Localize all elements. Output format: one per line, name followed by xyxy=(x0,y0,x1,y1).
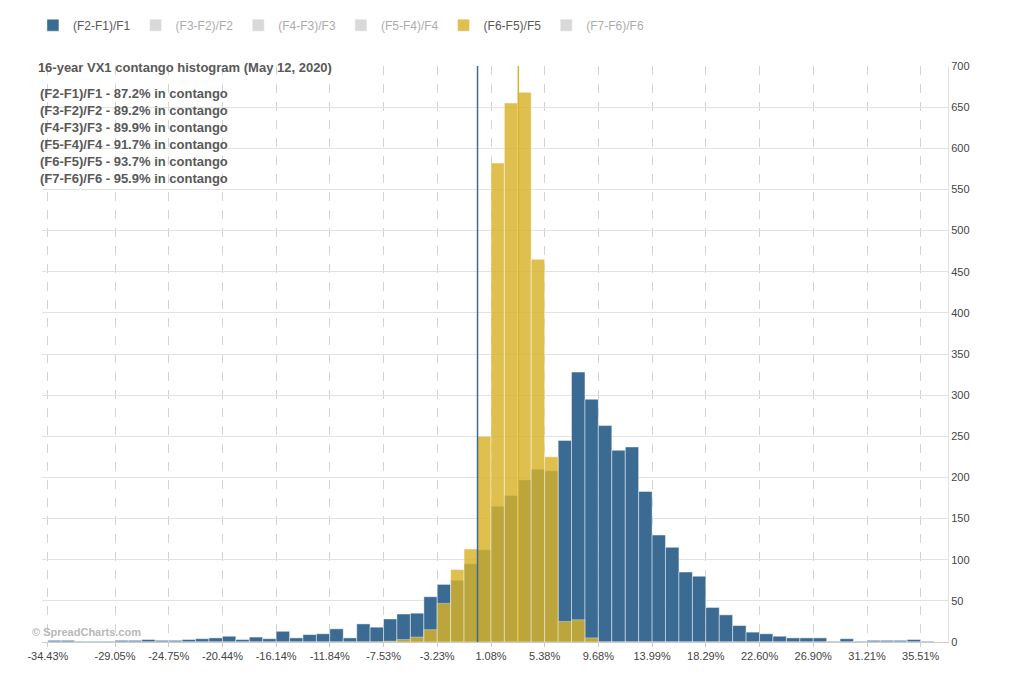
svg-text:(F7-F6)/F6: (F7-F6)/F6 xyxy=(586,19,644,33)
svg-text:31.21%: 31.21% xyxy=(848,650,886,662)
svg-text:(F2-F1)/F1 - 87.2% in contango: (F2-F1)/F1 - 87.2% in contango(F3-F2)/F2… xyxy=(40,86,228,186)
svg-text:9.68%: 9.68% xyxy=(583,650,614,662)
svg-text:450: 450 xyxy=(951,266,969,278)
svg-text:500: 500 xyxy=(951,224,969,236)
svg-text:5.38%: 5.38% xyxy=(529,650,560,662)
svg-text:250: 250 xyxy=(951,430,969,442)
svg-text:© SpreadCharts.com: © SpreadCharts.com xyxy=(32,626,141,638)
svg-text:150: 150 xyxy=(951,512,969,524)
svg-text:18.29%: 18.29% xyxy=(687,650,725,662)
svg-text:-20.44%: -20.44% xyxy=(202,650,243,662)
svg-text:(F2-F1)/F1: (F2-F1)/F1 xyxy=(73,19,131,33)
svg-text:(F3-F2)/F2: (F3-F2)/F2 xyxy=(176,19,234,33)
svg-text:-34.43%: -34.43% xyxy=(27,650,68,662)
svg-text:300: 300 xyxy=(951,389,969,401)
svg-text:-3.23%: -3.23% xyxy=(420,650,455,662)
svg-text:200: 200 xyxy=(951,471,969,483)
svg-text:-7.53%: -7.53% xyxy=(366,650,401,662)
svg-text:400: 400 xyxy=(951,307,969,319)
svg-text:1.08%: 1.08% xyxy=(475,650,506,662)
svg-text:650: 650 xyxy=(951,101,969,113)
svg-text:22.60%: 22.60% xyxy=(741,650,779,662)
svg-text:100: 100 xyxy=(951,554,969,566)
svg-text:-24.75%: -24.75% xyxy=(148,650,189,662)
svg-text:(F6-F5)/F5: (F6-F5)/F5 xyxy=(484,19,542,33)
svg-text:(F5-F4)/F4: (F5-F4)/F4 xyxy=(381,19,439,33)
svg-text:0: 0 xyxy=(951,636,957,648)
svg-text:550: 550 xyxy=(951,183,969,195)
svg-text:(F4-F3)/F3: (F4-F3)/F3 xyxy=(278,19,336,33)
svg-text:-11.84%: -11.84% xyxy=(310,650,350,662)
svg-text:35.51%: 35.51% xyxy=(902,650,940,662)
svg-text:16-year VX1 contango histogram: 16-year VX1 contango histogram (May 12, … xyxy=(38,60,332,75)
svg-text:13.99%: 13.99% xyxy=(633,650,671,662)
svg-text:-29.05%: -29.05% xyxy=(95,650,136,662)
svg-text:26.90%: 26.90% xyxy=(795,650,833,662)
svg-text:600: 600 xyxy=(951,142,969,154)
svg-text:-16.14%: -16.14% xyxy=(256,650,297,662)
svg-text:700: 700 xyxy=(951,60,969,72)
svg-text:350: 350 xyxy=(951,348,969,360)
svg-text:50: 50 xyxy=(951,595,963,607)
